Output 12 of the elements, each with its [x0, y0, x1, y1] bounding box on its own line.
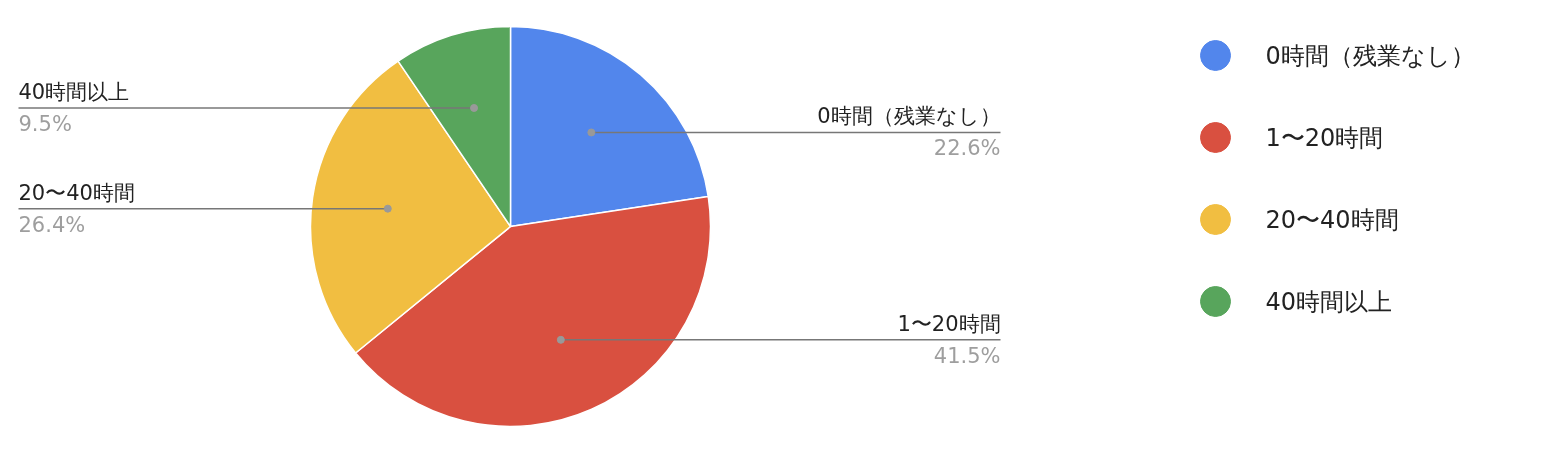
slice-label: 0時間（残業なし）	[817, 104, 1001, 129]
slice-label: 1〜20時間	[897, 311, 1001, 336]
slice-label: 20〜40時間	[18, 180, 135, 205]
data-label: 9.5%	[18, 111, 72, 136]
data-label: 41.5%	[933, 343, 1001, 368]
legend-label: 0時間（残業なし）	[1265, 41, 1475, 70]
data-label: 22.6%	[933, 136, 1001, 161]
legend-label: 40時間以上	[1265, 287, 1393, 316]
legend-label: 1〜20時間	[1265, 123, 1384, 152]
data-label: 26.4%	[18, 212, 86, 237]
legend-label: 20〜40時間	[1265, 205, 1399, 234]
slice-label: 40時間以上	[18, 79, 130, 104]
